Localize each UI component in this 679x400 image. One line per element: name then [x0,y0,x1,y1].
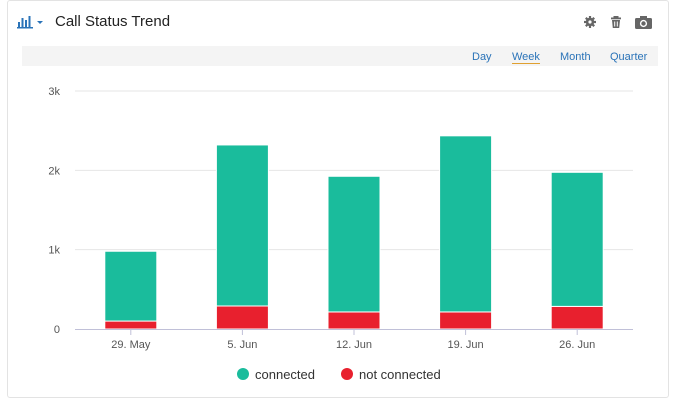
period-quarter[interactable]: Quarter [610,51,648,63]
legend-marker [237,368,249,380]
y-tick-label: 2k [48,165,60,177]
bar-chart-icon [17,16,43,29]
stacked-bar-chart: 0 1k 2k 3k 29. May 5. Jun 12. Jun 19. Jun 26. Ju… [48,86,633,351]
bar-not-connected[interactable] [550,305,604,330]
y-tick-label: 0 [54,324,60,336]
chart-widget: Call Status Trend [7,0,669,398]
x-tick-label: 26. Jun [559,339,595,351]
camera-icon [635,16,652,29]
bar-not-connected[interactable] [215,305,269,330]
page-title: Call Status Trend [55,13,171,30]
bar-not-connected[interactable] [327,311,381,330]
settings-button[interactable] [581,13,599,31]
snapshot-button[interactable] [634,13,652,31]
period-month[interactable]: Month [560,51,591,63]
gear-icon [584,16,596,28]
y-tick-label: 1k [48,245,60,257]
x-tick-label: 5. Jun [227,339,257,351]
x-tick-label: 19. Jun [448,339,484,351]
bar-not-connected[interactable] [104,320,158,330]
widget-header: Call Status Trend [8,1,668,43]
period-week[interactable]: Week [512,51,540,64]
y-tick-label: 3k [48,86,60,98]
bar-connected[interactable] [327,175,381,313]
legend-label: not connected [359,367,441,382]
x-tick-label: 29. May [111,339,151,351]
chart-type-dropdown[interactable] [16,13,50,31]
trash-icon [611,16,621,28]
bar-connected[interactable] [104,250,158,322]
legend-label: connected [255,367,315,382]
period-day[interactable]: Day [472,51,492,63]
period-toolbar: Day Week Month Quarter [22,46,658,66]
bar-connected[interactable] [550,171,604,307]
bar-connected[interactable] [215,144,269,307]
x-tick-label: 12. Jun [336,339,372,351]
chevron-down-icon [37,21,43,24]
legend-marker [341,368,353,380]
delete-button[interactable] [607,13,625,31]
bar-connected[interactable] [439,135,493,313]
bar-not-connected[interactable] [439,311,493,330]
